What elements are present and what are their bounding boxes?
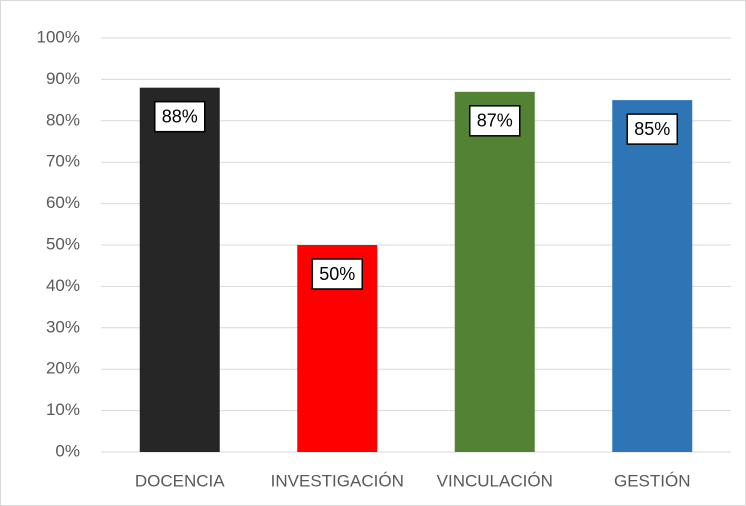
bar bbox=[139, 87, 220, 453]
data-label: 88% bbox=[162, 106, 198, 126]
y-tick-label: 10% bbox=[46, 400, 80, 419]
y-tick-label: 20% bbox=[46, 359, 80, 378]
x-tick-label: GESTIÓN bbox=[614, 471, 691, 490]
y-tick-label: 40% bbox=[46, 276, 80, 295]
data-label-box bbox=[311, 258, 363, 290]
y-tick-label: 80% bbox=[46, 110, 80, 129]
data-label: 50% bbox=[319, 264, 355, 284]
y-tick-label: 50% bbox=[46, 234, 80, 253]
x-tick-label: INVESTIGACIÓN bbox=[271, 471, 404, 490]
bar bbox=[454, 91, 535, 452]
y-tick-label: 60% bbox=[46, 193, 80, 212]
bar bbox=[612, 100, 693, 452]
x-tick-label: DOCENCIA bbox=[135, 471, 225, 490]
data-label: 85% bbox=[634, 119, 670, 139]
data-label-box bbox=[469, 105, 521, 137]
y-tick-label: 90% bbox=[46, 69, 80, 88]
y-tick-label: 70% bbox=[46, 152, 80, 171]
x-tick-label: VINCULACIÓN bbox=[437, 471, 553, 490]
y-tick-label: 30% bbox=[46, 317, 80, 336]
data-label-box bbox=[154, 100, 206, 133]
y-tick-label: 0% bbox=[55, 441, 80, 460]
y-tick-label: 100% bbox=[37, 27, 80, 46]
data-label: 87% bbox=[477, 111, 513, 131]
data-label-box bbox=[626, 113, 678, 145]
